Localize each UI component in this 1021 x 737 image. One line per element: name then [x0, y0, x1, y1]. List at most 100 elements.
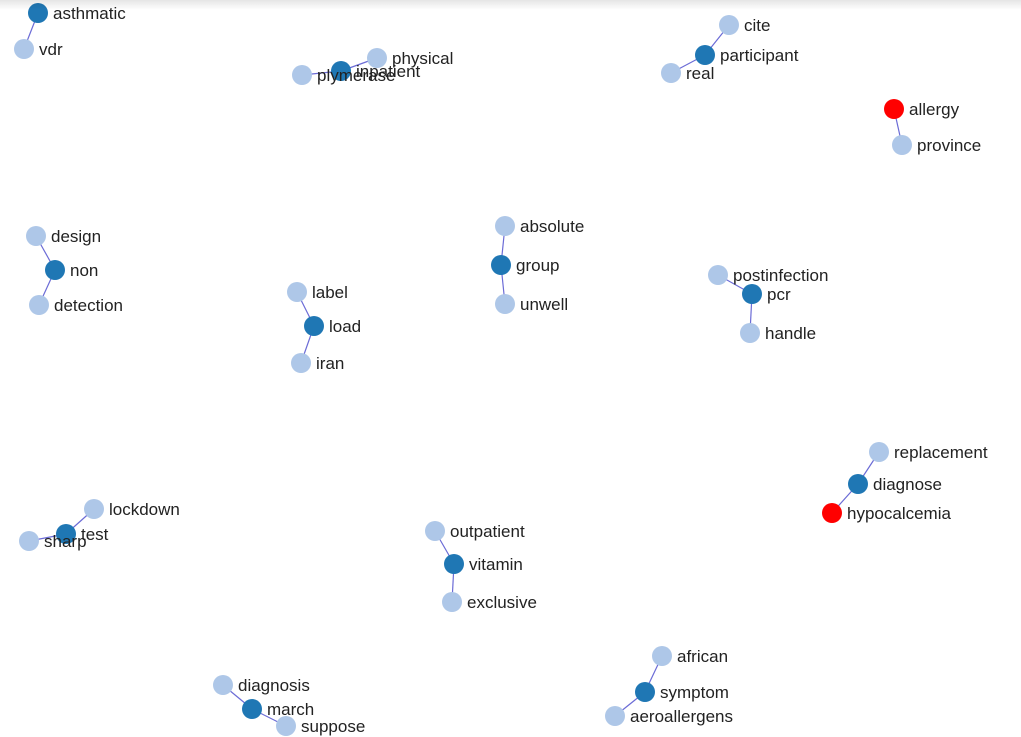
node-label: unwell — [520, 295, 568, 314]
node-handle[interactable]: handle — [740, 323, 816, 343]
node-label: african — [677, 647, 728, 666]
node-label: real — [686, 64, 714, 83]
node-circle[interactable] — [56, 524, 76, 544]
node-exclusive[interactable]: exclusive — [442, 592, 537, 612]
node-vdr[interactable]: vdr — [14, 39, 63, 59]
node-circle[interactable] — [29, 295, 49, 315]
node-circle[interactable] — [708, 265, 728, 285]
node-label: absolute — [520, 217, 584, 236]
node-label: label — [312, 283, 348, 302]
node-circle[interactable] — [822, 503, 842, 523]
node-circle[interactable] — [884, 99, 904, 119]
node-asthmatic[interactable]: asthmatic — [28, 3, 126, 23]
node-allergy[interactable]: allergy — [884, 99, 960, 119]
node-cite[interactable]: cite — [719, 15, 770, 35]
node-physical[interactable]: physical — [367, 48, 453, 68]
node-replacement[interactable]: replacement — [869, 442, 988, 462]
node-african[interactable]: african — [652, 646, 728, 666]
node-circle[interactable] — [740, 323, 760, 343]
node-plymerase[interactable]: plymerase — [292, 65, 395, 85]
node-design[interactable]: design — [26, 226, 101, 246]
node-label: asthmatic — [53, 4, 126, 23]
node-circle[interactable] — [242, 699, 262, 719]
node-pcr[interactable]: pcr — [742, 284, 791, 304]
node-circle[interactable] — [695, 45, 715, 65]
node-sharp[interactable]: sharp — [19, 531, 87, 551]
node-label: exclusive — [467, 593, 537, 612]
node-load[interactable]: load — [304, 316, 361, 336]
node-circle[interactable] — [26, 226, 46, 246]
node-label: group — [516, 256, 559, 275]
node-province[interactable]: province — [892, 135, 981, 155]
node-label: vdr — [39, 40, 63, 59]
node-label: participant — [720, 46, 799, 65]
node-detection[interactable]: detection — [29, 295, 123, 315]
node-diagnose[interactable]: diagnose — [848, 474, 942, 494]
node-real[interactable]: real — [661, 63, 714, 83]
node-label: diagnose — [873, 475, 942, 494]
node-circle[interactable] — [45, 260, 65, 280]
node-circle[interactable] — [213, 675, 233, 695]
node-group[interactable]: group — [491, 255, 559, 275]
node-march[interactable]: march — [242, 699, 314, 719]
node-suppose[interactable]: suppose — [276, 716, 365, 736]
node-circle[interactable] — [276, 716, 296, 736]
node-circle[interactable] — [28, 3, 48, 23]
node-circle[interactable] — [495, 216, 515, 236]
node-label: test — [81, 525, 109, 544]
node-circle[interactable] — [19, 531, 39, 551]
node-label: handle — [765, 324, 816, 343]
node-label: allergy — [909, 100, 960, 119]
node-circle[interactable] — [742, 284, 762, 304]
node-absolute[interactable]: absolute — [495, 216, 584, 236]
node-circle[interactable] — [719, 15, 739, 35]
node-circle[interactable] — [425, 521, 445, 541]
node-label: load — [329, 317, 361, 336]
node-hypocalcemia[interactable]: hypocalcemia — [822, 503, 951, 523]
node-circle[interactable] — [661, 63, 681, 83]
node-unwell[interactable]: unwell — [495, 294, 568, 314]
node-circle[interactable] — [442, 592, 462, 612]
node-circle[interactable] — [605, 706, 625, 726]
node-non[interactable]: non — [45, 260, 98, 280]
node-circle[interactable] — [491, 255, 511, 275]
node-vitamin[interactable]: vitamin — [444, 554, 523, 574]
node-label: detection — [54, 296, 123, 315]
node-postinfection[interactable]: postinfection — [708, 265, 828, 285]
node-circle[interactable] — [304, 316, 324, 336]
node-label: sharp — [44, 532, 87, 551]
node-circle[interactable] — [84, 499, 104, 519]
node-circle[interactable] — [444, 554, 464, 574]
node-diagnosis[interactable]: diagnosis — [213, 675, 310, 695]
node-circle[interactable] — [652, 646, 672, 666]
node-symptom[interactable]: symptom — [635, 682, 729, 702]
node-label: lockdown — [109, 500, 180, 519]
node-inpatient[interactable]: inpatient — [331, 61, 421, 81]
node-circle[interactable] — [495, 294, 515, 314]
node-label[interactable]: label — [287, 282, 348, 302]
node-circle[interactable] — [291, 353, 311, 373]
node-test[interactable]: test — [56, 524, 109, 544]
node-circle[interactable] — [287, 282, 307, 302]
node-label: postinfection — [733, 266, 828, 285]
node-circle[interactable] — [848, 474, 868, 494]
node-circle[interactable] — [331, 61, 351, 81]
node-outpatient[interactable]: outpatient — [425, 521, 525, 541]
node-circle[interactable] — [367, 48, 387, 68]
node-participant[interactable]: participant — [695, 45, 799, 65]
node-circle[interactable] — [635, 682, 655, 702]
node-aeroallergens[interactable]: aeroallergens — [605, 706, 733, 726]
edges-layer — [23, 12, 903, 727]
node-label: province — [917, 136, 981, 155]
node-circle[interactable] — [869, 442, 889, 462]
node-iran[interactable]: iran — [291, 353, 344, 373]
node-lockdown[interactable]: lockdown — [84, 499, 180, 519]
node-label: hypocalcemia — [847, 504, 951, 523]
node-label: physical — [392, 49, 453, 68]
node-circle[interactable] — [14, 39, 34, 59]
node-circle[interactable] — [892, 135, 912, 155]
node-circle[interactable] — [292, 65, 312, 85]
